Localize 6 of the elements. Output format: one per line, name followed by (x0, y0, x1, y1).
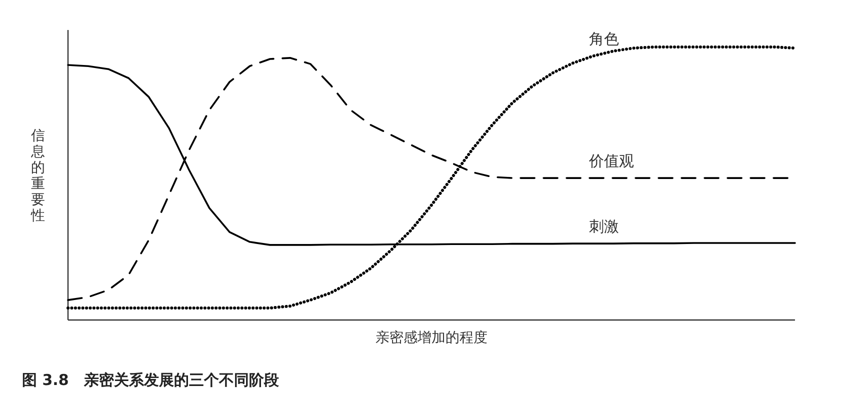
caption: 图 3.8 亲密关系发展的三个不同阶段 (22, 371, 280, 389)
series-label: 价值观 (588, 152, 634, 170)
x-axis-title: 亲密感增加的程度 (376, 330, 488, 346)
y-axis-title: 信息的重要性 (30, 128, 45, 224)
series-label: 刺激 (589, 218, 620, 236)
series-label: 角色 (589, 30, 620, 48)
